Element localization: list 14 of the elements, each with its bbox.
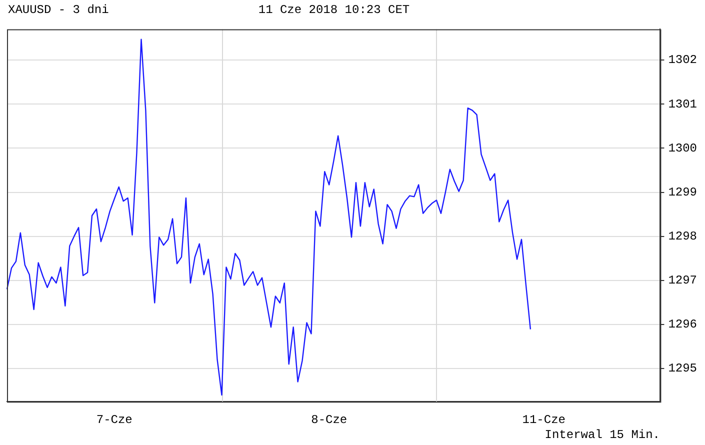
y-tick-label: 1297 (668, 274, 698, 288)
y-tick-label: 1302 (668, 53, 698, 68)
y-tick-label: 1301 (668, 97, 698, 112)
x-tick-label: 11-Cze (522, 412, 566, 427)
y-tick-label: 1299 (668, 185, 698, 200)
x-tick-label: 7-Cze (96, 412, 132, 427)
y-tick-label: 1298 (668, 230, 698, 244)
chart-title: XAUUSD - 3 dni (8, 3, 109, 17)
chart-subtitle: 11 Cze 2018 10:23 CET (258, 3, 410, 17)
y-tick-label: 1300 (668, 141, 698, 156)
y-tick-label: 1296 (668, 318, 698, 332)
x-tick-label: 8-Cze (311, 412, 348, 427)
text: Interwal 15 Min. (544, 428, 660, 442)
y-tick-label: 1295 (668, 362, 698, 376)
